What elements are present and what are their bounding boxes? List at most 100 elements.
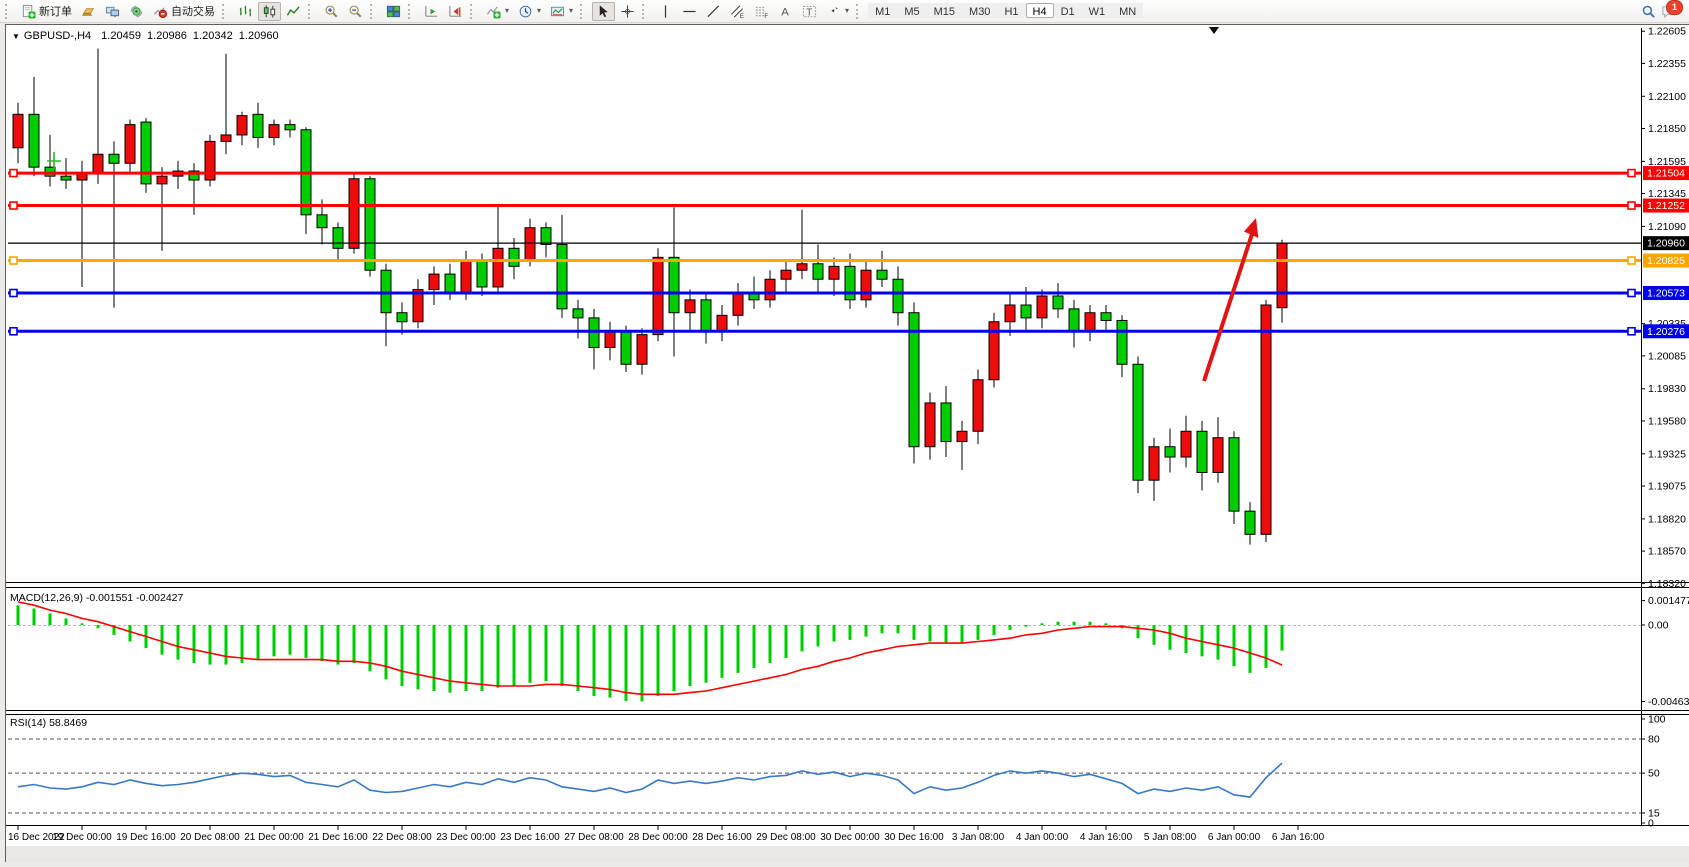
- chat-button[interactable]: 1: [1661, 0, 1683, 19]
- timeframe-button-M30[interactable]: M30: [962, 3, 998, 18]
- chart-shift-button[interactable]: [444, 2, 467, 21]
- bar-position-marker[interactable]: [1209, 27, 1219, 34]
- new-order-button[interactable]: 新订单: [17, 2, 76, 21]
- timeframe-button-W1[interactable]: W1: [1081, 3, 1113, 18]
- toolbar-grip[interactable]: [642, 3, 650, 19]
- toolbar-grip[interactable]: [5, 3, 13, 19]
- zoom-out-button[interactable]: [344, 2, 367, 21]
- line-chart-mode-button[interactable]: [282, 2, 305, 21]
- time-tick-label: 29 Dec 08:00: [756, 832, 816, 843]
- zoom-in-icon: [325, 5, 338, 17]
- bar-chart-mode-button[interactable]: [234, 2, 257, 21]
- candle-body: [732, 291, 744, 316]
- line-chart-icon: [286, 5, 300, 16]
- time-tick-label: 28 Dec 00:00: [628, 832, 688, 843]
- timeframe-button-M1[interactable]: M1: [868, 3, 898, 18]
- terminals-button[interactable]: [101, 2, 124, 21]
- dropdown-caret-icon: ▾: [845, 6, 850, 15]
- macd-tick-label: -0.004636: [1648, 696, 1689, 708]
- timeframe-button-H4[interactable]: H4: [1025, 3, 1054, 18]
- timeframe-button-MN[interactable]: MN: [1112, 3, 1144, 18]
- price-tick-label: 1.19325: [1648, 448, 1686, 460]
- dropdown-caret-icon: ▾: [569, 6, 574, 15]
- candle-body: [1212, 437, 1224, 473]
- price-tick-label: 1.19580: [1648, 415, 1686, 427]
- timeframe-button-H1[interactable]: H1: [997, 3, 1026, 18]
- candle-body: [764, 278, 776, 301]
- gold-button[interactable]: [77, 2, 100, 21]
- candle-body: [940, 402, 952, 443]
- line-anchor-handle[interactable]: [1627, 256, 1636, 265]
- signal-button[interactable]: [125, 2, 148, 21]
- line-anchor-handle[interactable]: [1627, 201, 1636, 210]
- time-tick-label: 30 Dec 00:00: [820, 832, 880, 843]
- trendline-tool-button[interactable]: [702, 2, 725, 21]
- toolbar-grip[interactable]: [580, 3, 588, 19]
- crosshair-tool-button[interactable]: [616, 2, 639, 21]
- time-tick-label: 3 Jan 08:00: [952, 832, 1005, 843]
- candle-body: [396, 312, 408, 323]
- equidistant-channel-tool-button[interactable]: E: [726, 2, 749, 21]
- time-tick-label: 6 Jan 00:00: [1208, 832, 1261, 843]
- candle-body: [796, 263, 808, 271]
- arrows-tool-button[interactable]: ▾: [822, 2, 853, 21]
- line-anchor-handle[interactable]: [1627, 288, 1636, 298]
- line-anchor-handle[interactable]: [9, 256, 18, 265]
- time-tick-label: 4 Jan 16:00: [1080, 832, 1133, 843]
- line-anchor-handle[interactable]: [1627, 168, 1636, 178]
- fibonacci-tool-button[interactable]: F: [750, 2, 773, 21]
- symbol-collapse-icon[interactable]: ▼: [12, 31, 20, 41]
- zoom-in-button[interactable]: [320, 2, 343, 21]
- candle-body: [1084, 312, 1096, 332]
- candle-body: [220, 134, 232, 142]
- candle-body: [1116, 319, 1128, 365]
- time-tick-label: 4 Jan 00:00: [1016, 832, 1069, 843]
- zoom-out-icon: [349, 5, 362, 17]
- time-tick-label: 27 Dec 08:00: [564, 832, 624, 843]
- rsi-tick-label: 15: [1648, 808, 1660, 820]
- candle-body: [12, 113, 24, 149]
- timeframe-button-D1[interactable]: D1: [1053, 3, 1082, 18]
- template-button[interactable]: ▾: [546, 2, 577, 21]
- text-label-icon: T: [802, 5, 817, 18]
- candle-body: [332, 227, 344, 249]
- time-tick-label: 6 Jan 16:00: [1272, 832, 1325, 843]
- candle-body: [412, 289, 424, 323]
- price-tick-label: 1.18820: [1648, 513, 1686, 525]
- toolbar-grip[interactable]: [222, 3, 230, 19]
- toolbar-grip[interactable]: [370, 3, 378, 19]
- line-anchor-handle[interactable]: [9, 168, 18, 178]
- trend-arrow-line[interactable]: [1202, 233, 1254, 382]
- line-anchor-handle[interactable]: [1627, 326, 1636, 336]
- timeframe-button-M15[interactable]: M15: [926, 3, 963, 18]
- line-anchor-handle[interactable]: [9, 326, 18, 336]
- vertical-line-tool-button[interactable]: [654, 2, 677, 21]
- timeframe-button-M5[interactable]: M5: [897, 3, 927, 18]
- search-button[interactable]: [1637, 2, 1660, 21]
- price-tick-label: 1.18320: [1648, 578, 1686, 590]
- auto-scroll-button[interactable]: [420, 2, 443, 21]
- tile-windows-button[interactable]: [382, 2, 405, 21]
- horizontal-line-tool-button[interactable]: [678, 2, 701, 21]
- toolbar-grip[interactable]: [856, 3, 864, 19]
- cursor-icon: [599, 4, 608, 17]
- trend-arrow-head[interactable]: [1244, 218, 1259, 238]
- candle-body: [604, 330, 616, 349]
- line-anchor-handle[interactable]: [9, 288, 18, 298]
- line-anchor-handle[interactable]: [9, 201, 18, 210]
- text-tool-button[interactable]: A: [774, 2, 797, 21]
- candle-body: [860, 269, 872, 301]
- chart-canvas[interactable]: 1.22605 1.22355 1.22100 1.21850 1.21595 1.213…: [6, 25, 1689, 862]
- text-label-tool-button[interactable]: T: [798, 2, 821, 21]
- auto-trading-button[interactable]: 自动交易: [149, 2, 219, 21]
- cursor-tool-button[interactable]: [592, 1, 616, 21]
- chart-window[interactable]: ▼ GBPUSD-,H4 1.20459 1.20986 1.20342 1.2…: [5, 24, 1689, 862]
- add-indicator-button[interactable]: ▾: [482, 2, 513, 21]
- periods-button[interactable]: ▾: [514, 2, 545, 21]
- toolbar-grip[interactable]: [470, 3, 478, 19]
- candlestick-chart-mode-button[interactable]: [258, 1, 281, 21]
- candle-body: [284, 124, 296, 131]
- toolbar-grip[interactable]: [308, 3, 316, 19]
- toolbar-grip[interactable]: [408, 3, 416, 19]
- horizontal-line-icon: [683, 10, 696, 12]
